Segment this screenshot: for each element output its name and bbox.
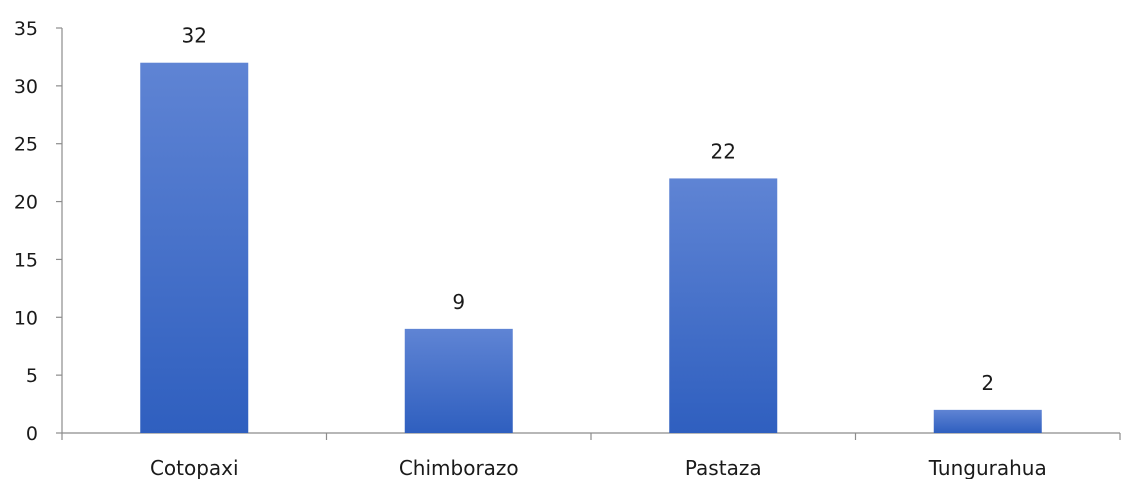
bar-tungurahua	[933, 409, 1042, 433]
y-tick-label: 0	[26, 423, 38, 445]
x-axis: Cotopaxi Chimborazo Pastaza Tungurahua	[61, 432, 1121, 479]
data-label-tungurahua: 2	[981, 371, 994, 395]
y-tick-label: 5	[26, 365, 38, 387]
y-tick-label: 10	[14, 307, 38, 329]
y-tick-label: 15	[14, 249, 38, 271]
data-label-chimborazo: 9	[452, 290, 465, 314]
y-tick-label: 30	[14, 76, 38, 98]
bar-cotopaxi	[140, 62, 249, 433]
y-tick-label: 35	[14, 18, 38, 40]
category-label-cotopaxi: Cotopaxi	[150, 456, 239, 479]
y-axis: 0 5 10 15 20 25 30 35	[14, 18, 63, 445]
y-tick-label: 20	[14, 192, 38, 214]
category-label-tungurahua: Tungurahua	[928, 456, 1047, 479]
bars	[140, 62, 1042, 433]
category-label-chimborazo: Chimborazo	[399, 456, 519, 479]
data-label-pastaza: 22	[711, 139, 736, 163]
bar-chimborazo	[404, 328, 513, 433]
data-label-cotopaxi: 32	[182, 24, 207, 48]
y-tick-label: 25	[14, 134, 38, 156]
category-label-pastaza: Pastaza	[685, 456, 762, 479]
bar-pastaza	[669, 178, 778, 433]
